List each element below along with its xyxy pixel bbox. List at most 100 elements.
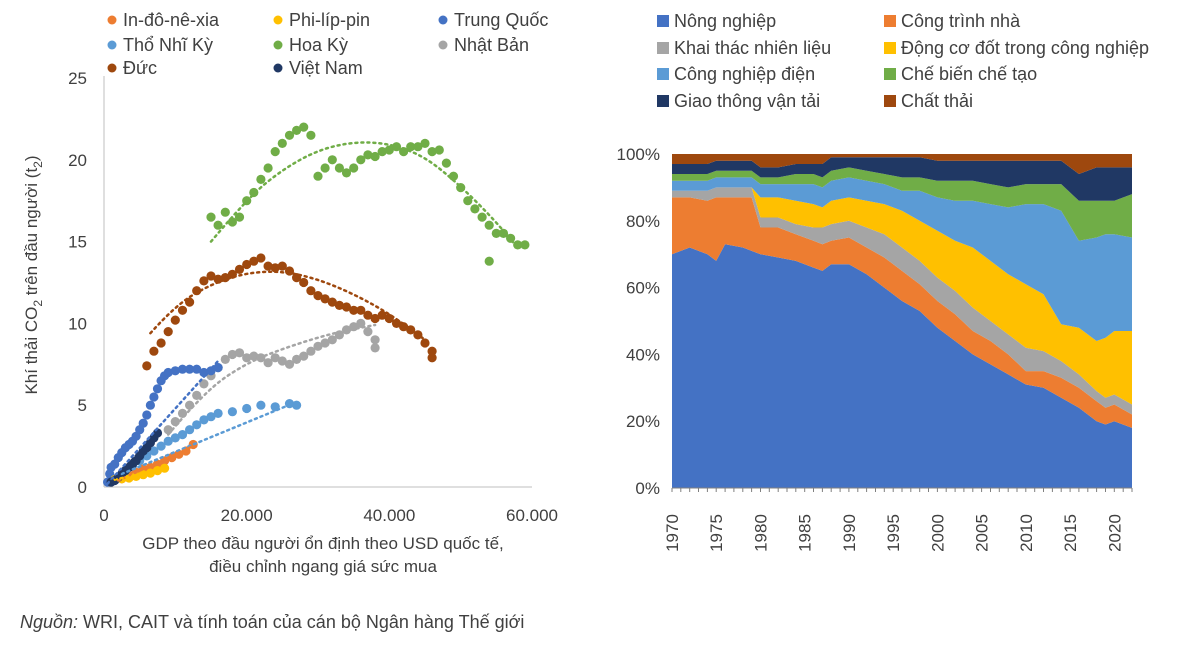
series-nhat-ban [163,318,380,435]
x-tick-label-right: 2000 [928,514,947,552]
legend-label-giao-thong-van-tai: Giao thông vận tải [674,91,820,111]
y-tick-label: 0 [78,478,87,497]
data-point-hoa-ky [349,163,359,173]
trendline-hoa-ky [209,141,519,250]
trendline-in-do-ne-xia [117,444,195,482]
x-axis-title: điều chỉnh ngang giá sức mua [209,557,437,576]
data-point-trung-quoc [170,366,180,376]
data-point-duc [320,294,330,304]
trendline-duc [149,270,427,342]
legend-label-phi-lip-pin: Phi-líp-pin [289,10,370,30]
source-text: WRI, CAIT và tính toán của cán bộ Ngân h… [78,612,525,632]
y-axis-title: Khí thải CO2 trên đầu người (t2) [22,155,45,394]
x-tick-label: 20.000 [221,506,273,525]
data-point-hoa-ky [334,163,344,173]
y-tick-label: 10 [68,314,87,333]
legend-label-dong-co-dot-trong-cong-nghiep: Động cơ đốt trong công nghiệp [901,38,1149,58]
legend-label-nhat-ban: Nhật Bản [454,35,529,55]
data-point-duc [234,264,245,274]
data-point-hoa-ky [227,217,237,227]
x-tick-label-right: 1985 [796,514,815,552]
legend-swatch-dong-co-dot-trong-cong-nghiep [884,42,896,54]
data-point-duc [270,263,280,273]
data-point-duc [242,259,252,270]
data-point-hoa-ky [213,220,223,230]
y-tick-label-right: 60% [626,279,660,298]
data-point-nhat-ban [227,349,237,360]
data-point-hoa-ky [434,145,444,155]
data-point-hoa-ky [220,207,230,217]
legend-label-chat-thai: Chất thải [901,91,973,111]
area-nong-nghiep [672,244,1132,488]
area-dong-co-dot-trong-cong-nghiep [672,187,1132,405]
data-point-hoa-ky [277,138,287,148]
legend-label-cong-trinh-nha: Công trình nhà [901,11,1021,31]
data-point-hoa-ky [270,147,280,157]
data-point-hoa-ky [234,212,245,222]
legend-swatch-khai-thac-nhien-lieu [657,42,669,54]
legend-marker-trung-quoc [438,15,448,25]
data-point-hoa-ky [356,155,366,165]
data-point-duc [370,313,380,324]
data-point-duc [306,286,316,296]
y-tick-label: 5 [78,396,87,415]
data-point-hoa-ky [320,163,330,173]
legend-marker-duc [107,63,117,73]
data-point-tho-nhi-ky [206,412,216,422]
data-point-hoa-ky [491,228,501,238]
data-point-nhat-ban [263,358,273,368]
data-point-hoa-ky [284,130,295,140]
data-point-duc [170,315,180,325]
x-tick-label-right: 1990 [840,514,859,552]
trendline-nhat-ban [166,323,377,436]
data-point-hoa-ky [520,240,530,250]
x-tick-label-right: 2020 [1105,514,1124,552]
source-note: Nguồn: WRI, CAIT và tính toán của cán bộ… [20,612,524,633]
trendline-viet-nam [109,431,159,484]
data-point-hoa-ky [263,163,273,173]
data-point-tho-nhi-ky [227,407,237,417]
legend-marker-viet-nam [273,63,283,73]
y-tick-label-right: 40% [626,345,660,364]
legend-swatch-cong-nghiep-dien [657,68,669,80]
series-trung-quoc [103,363,223,487]
data-point-tho-nhi-ky [192,420,202,430]
data-point-trung-quoc [185,364,195,374]
legend-label-in-do-ne-xia: In-đô-nê-xia [123,10,220,30]
data-point-duc [427,346,437,356]
data-point-duc [341,302,352,312]
legend-marker-in-do-ne-xia [107,15,117,25]
data-point-trung-quoc [138,418,148,428]
data-point-duc [149,346,159,356]
area-giao-thong-van-tai [672,157,1132,201]
data-point-duc [277,261,287,271]
y-tick-label-right: 0% [635,479,660,498]
data-point-trung-quoc [142,410,152,420]
data-point-tho-nhi-ky [163,436,173,446]
legend-label-che-bien-che-tao: Chế biến chế tạo [901,64,1037,84]
trendline-tho-nhi-ky [120,400,298,476]
data-point-tho-nhi-ky [256,400,266,410]
data-point-nhat-ban [163,425,173,435]
legend-swatch-cong-trinh-nha [884,15,896,27]
legend-label-nong-nghiep: Nông nghiệp [674,11,776,31]
legend-label-viet-nam: Việt Nam [289,58,363,78]
legend-marker-tho-nhi-ky [107,40,117,50]
data-point-tho-nhi-ky [177,430,188,440]
source-label: Nguồn: [20,612,79,632]
legend-marker-nhat-ban [438,40,448,50]
y-tick-label: 20 [68,151,87,170]
data-point-hoa-ky [406,142,416,152]
data-point-tho-nhi-ky [156,441,166,451]
data-point-duc [256,253,266,263]
data-point-duc [334,300,344,310]
area-che-bien-che-tao [672,167,1132,241]
data-point-nhat-ban [270,353,280,363]
data-point-nhat-ban [356,318,366,328]
trendline-phi-lip-pin [113,467,166,481]
data-point-duc [142,361,152,371]
data-point-trung-quoc [163,367,173,378]
x-tick-label: 40.000 [363,506,415,525]
x-tick-label-right: 2010 [1017,514,1036,552]
data-point-nhat-ban [192,390,202,400]
